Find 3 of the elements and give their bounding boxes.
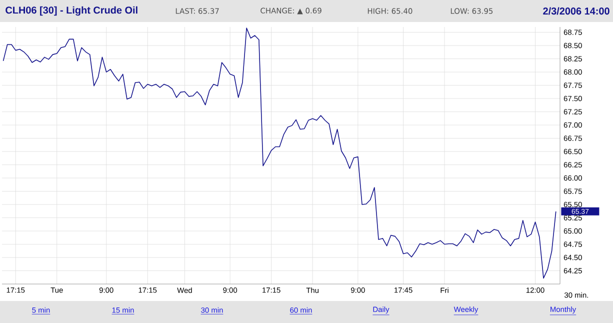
chart-title: CLH06 [30] - Light Crude Oil [6, 6, 138, 16]
line-series [2, 28, 556, 279]
text: 2/3/2006 14:00 [543, 7, 610, 15]
